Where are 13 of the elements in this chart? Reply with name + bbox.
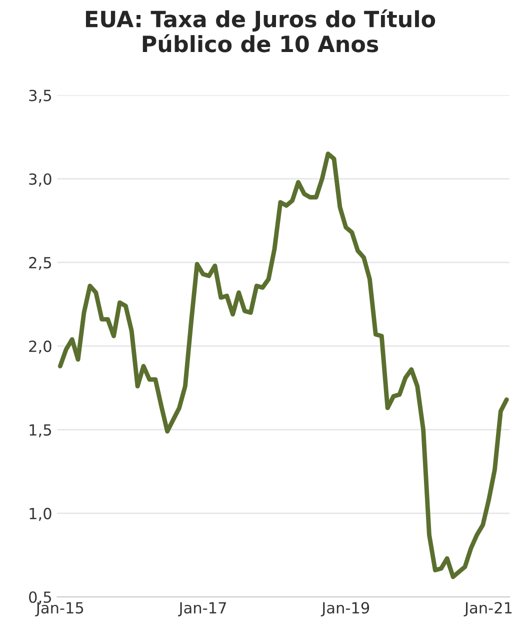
y-tick-label: 1,5 bbox=[30, 424, 52, 438]
x-tick-label: Jan-21 bbox=[464, 602, 512, 616]
x-tick-label: Jan-19 bbox=[320, 602, 370, 616]
line-series bbox=[58, 152, 509, 580]
y-tick-label: 3,5 bbox=[29, 90, 52, 103]
y-tick-label: 2,0 bbox=[29, 340, 52, 354]
y-tick-label: 0,5 bbox=[29, 591, 52, 604]
y-tick-label: 3,0 bbox=[29, 173, 52, 186]
x-tick-label: Jan-15 bbox=[35, 602, 84, 616]
y-tick-label: 2,5 bbox=[29, 256, 52, 270]
chart-title: EUA: Taxa de Juros do Título Público de 10 Anos bbox=[86, 9, 436, 52]
y-tick-label: 1,0 bbox=[30, 508, 52, 521]
x-tick-label: Jan-17 bbox=[178, 602, 226, 616]
